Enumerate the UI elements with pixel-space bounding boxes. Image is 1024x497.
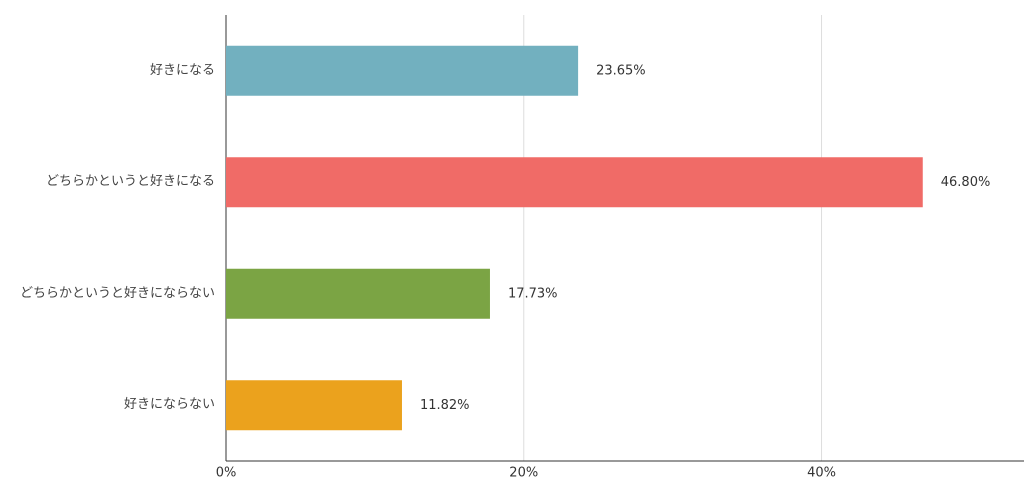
category-label: 好きにならない [123,397,215,413]
category-label: 好きになる [149,62,215,78]
bar [226,157,923,208]
x-tick-label: 0% [216,466,237,481]
value-label: 11.82% [420,398,470,413]
bar [226,380,402,431]
value-label: 46.80% [941,175,991,190]
bar [226,45,579,96]
x-tick-label: 20% [509,466,538,481]
bar [226,268,490,319]
category-label: どちらかというと好きになる [45,174,215,190]
value-label: 23.65% [596,63,646,78]
value-label: 17.73% [508,286,558,301]
x-tick-label: 40% [807,466,836,481]
category-label: どちらかというと好きにならない [19,285,215,301]
